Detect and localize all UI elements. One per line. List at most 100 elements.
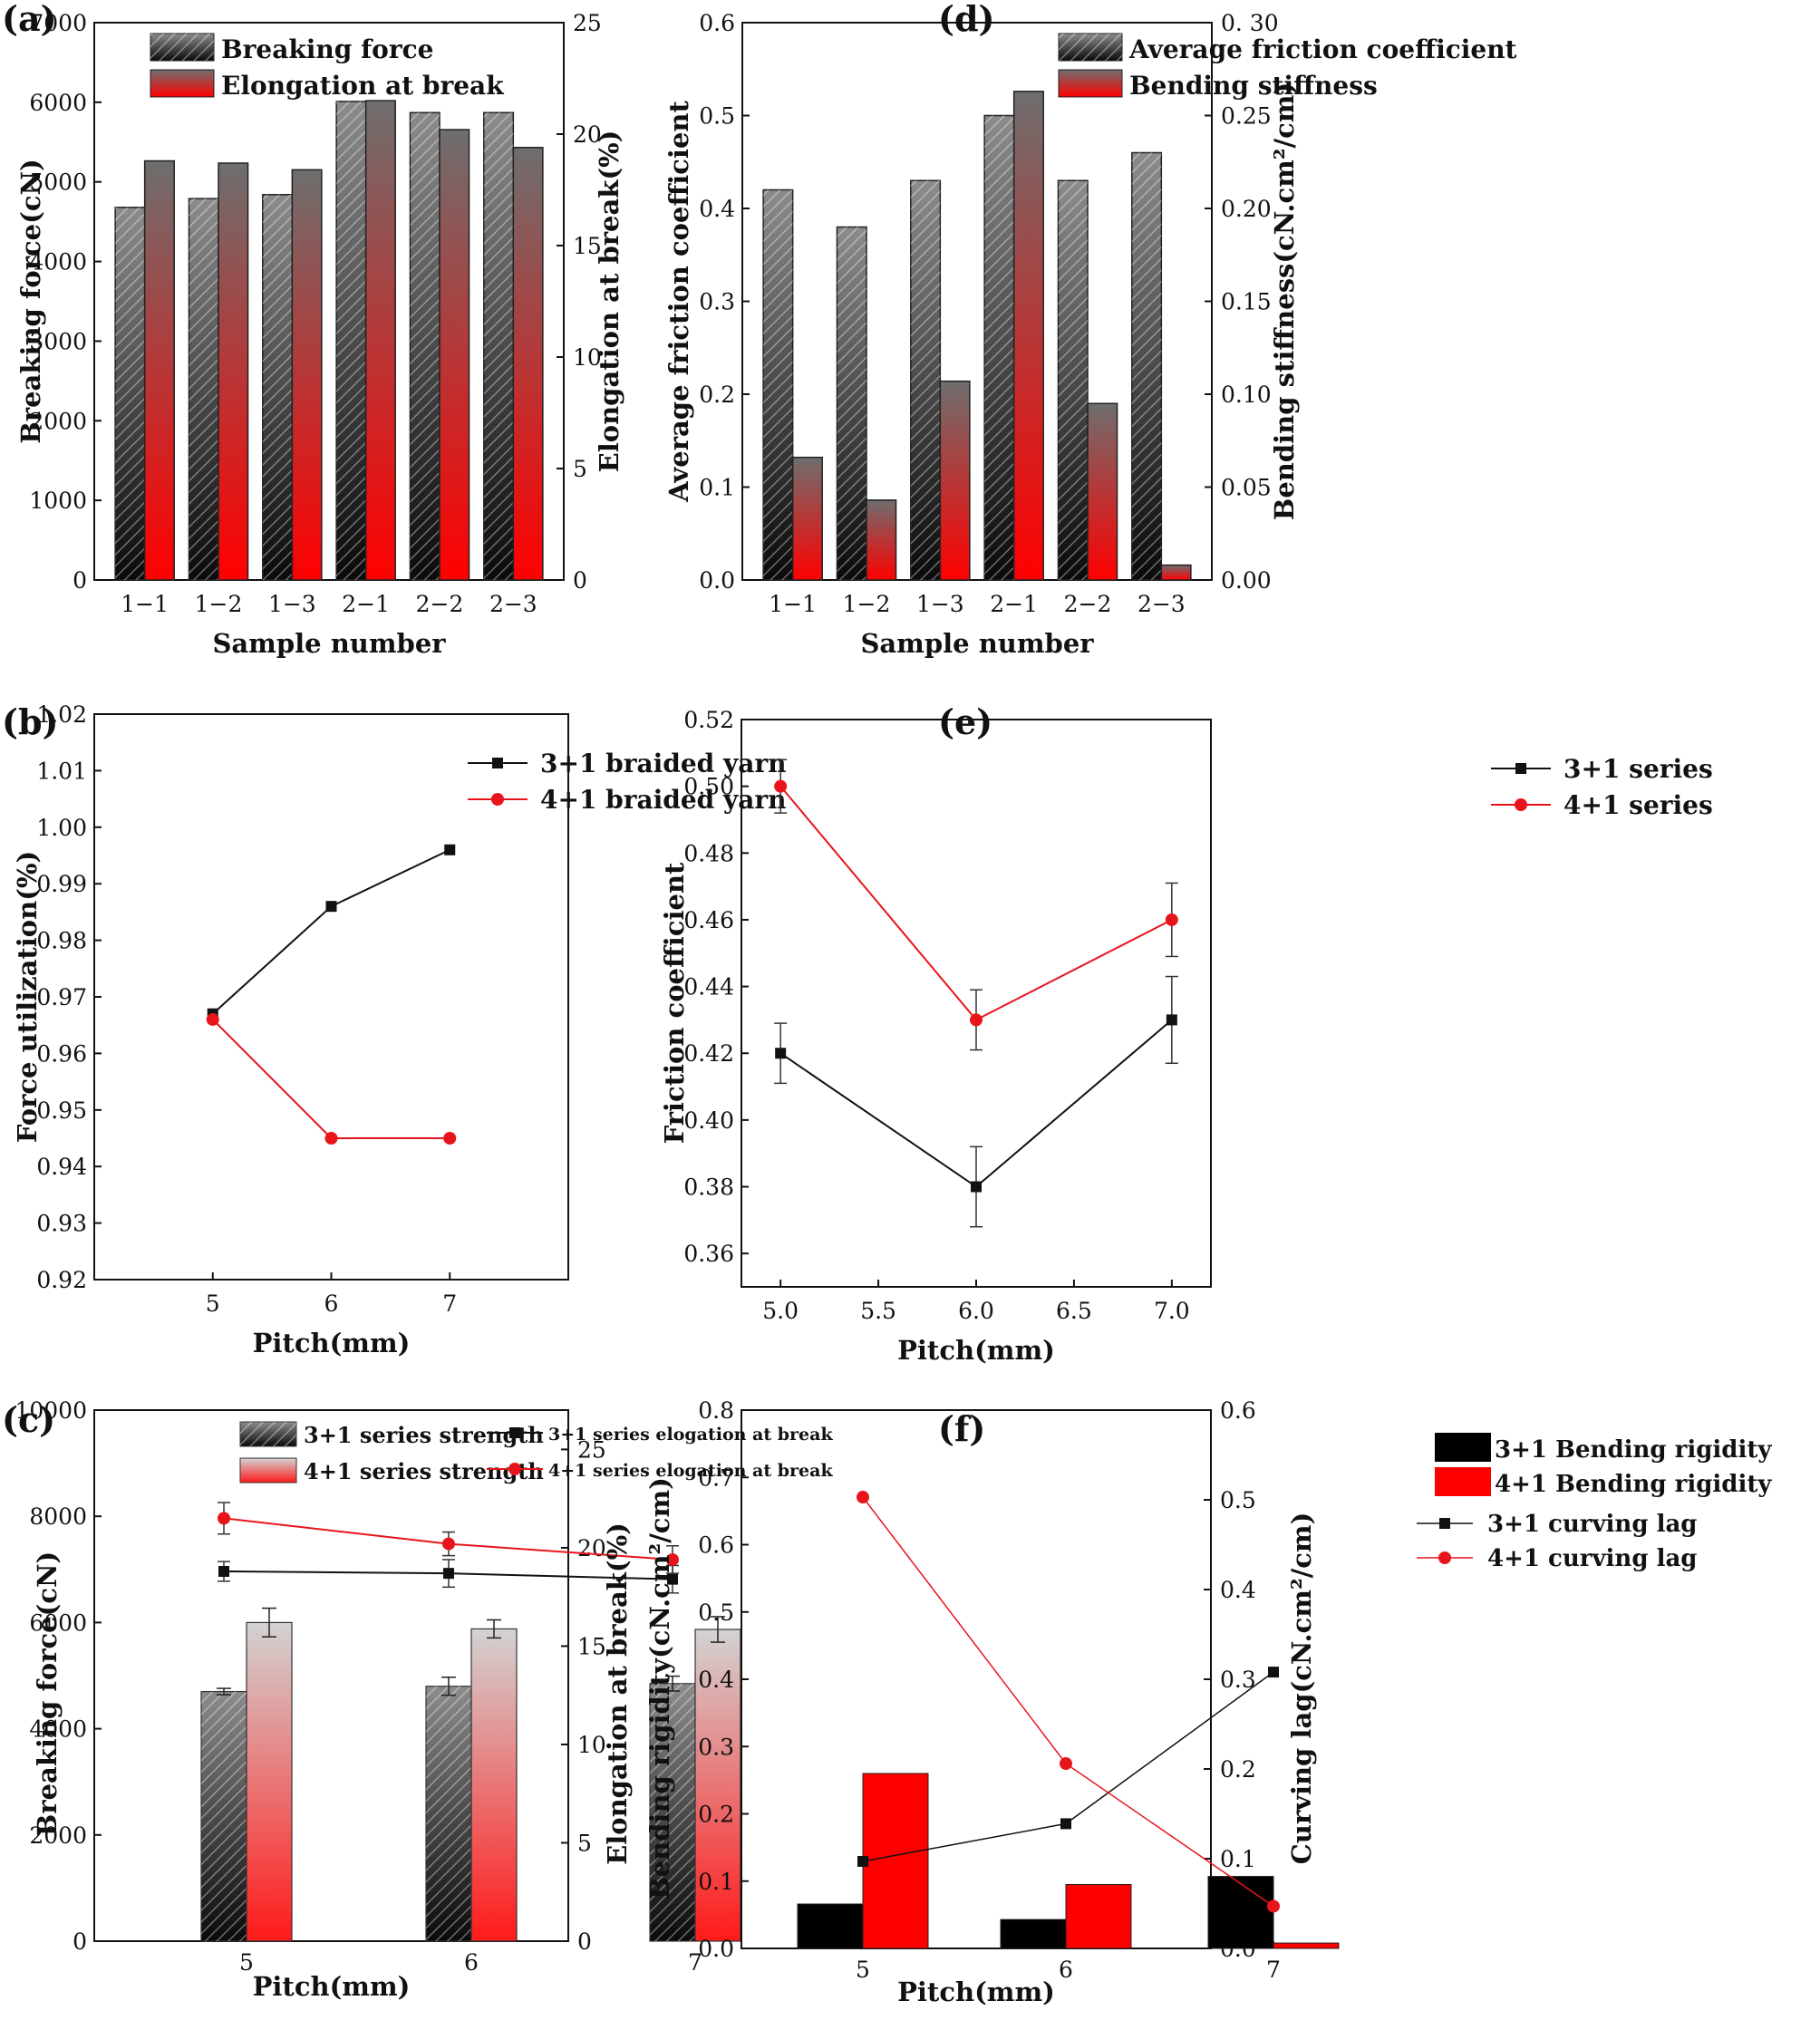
- legend-label: 4+1 Bending rigidity: [1495, 1471, 1772, 1498]
- panel-d-xtick-label: 1−1: [769, 591, 817, 617]
- panel-d-ytick-label: 0.0: [699, 567, 735, 594]
- legend-label: 4+1 braided yarn: [540, 785, 787, 815]
- legend-label: 4+1 series strength: [304, 1458, 544, 1484]
- panel-f-ytick-label: 0.7: [698, 1464, 734, 1491]
- data-point-b-s1: [325, 901, 337, 913]
- panel-d-xtick-label: 2−2: [1064, 591, 1112, 617]
- legend-label: 4+1 curving lag: [1487, 1545, 1697, 1572]
- data-point-c-s1: [218, 1565, 229, 1577]
- legend-label: 3+1 Bending rigidity: [1495, 1436, 1772, 1464]
- panel-d-ytick-label: 0.5: [699, 103, 735, 130]
- panel-a-xtick-label: 1−1: [121, 591, 169, 617]
- panel-c-xtick-label: 5: [239, 1949, 254, 1976]
- panel-c-xtick-label: 7: [688, 1949, 702, 1976]
- data-point-b-s1: [444, 844, 456, 855]
- bar-d-s2: [1012, 91, 1044, 581]
- legend-label: 3+1 braided yarn: [540, 749, 787, 778]
- legend-label: 3+1 series: [1563, 754, 1713, 784]
- panel-label: (a): [2, 0, 57, 39]
- legend-label: Bending stiffness: [1129, 71, 1378, 101]
- panel-a-xtick-label: 2−3: [489, 591, 537, 617]
- panel-b-ytick-label: 0.96: [36, 1040, 87, 1067]
- panel-b-ytick-label: 0.94: [36, 1154, 87, 1180]
- panel-e-xtick-label: 5.5: [860, 1298, 896, 1324]
- panel-a-xtick-label: 2−1: [342, 591, 390, 617]
- bar-a-s1-hatch: [115, 207, 145, 581]
- panel-f-ylabel: Bending rigidity(cN.cm²/cm): [644, 1477, 675, 1899]
- bar-f-s1: [1207, 1876, 1274, 1949]
- panel-b-ytick-label: 0.97: [36, 984, 87, 1010]
- panel-d-xtick-label: 2−1: [990, 591, 1038, 617]
- panel-c-y2tick-label: 0: [577, 1928, 592, 1955]
- bar-c-s2: [470, 1628, 518, 1942]
- panel-b-ylabel: Force utilization(%): [12, 851, 43, 1143]
- panel-d-xlabel: Sample number: [860, 628, 1094, 659]
- panel-label: (b): [2, 701, 59, 742]
- panel-c-y2label: Elongation at break(%): [602, 1522, 633, 1865]
- panel-b-ytick-label: 1.02: [36, 701, 87, 728]
- bar-a-s1-hatch: [336, 101, 366, 580]
- panel-a-y2tick-label: 20: [573, 121, 602, 148]
- legend-label: 4+1 series elogation at break: [548, 1461, 833, 1481]
- panel-c-ytick-label: 0: [73, 1928, 87, 1955]
- bar-c-s1-hatch: [426, 1686, 471, 1941]
- bar-d-s1-hatch: [763, 189, 793, 580]
- bar-a-s2: [439, 129, 470, 581]
- panel-f-y2label: Curving lag(cN.cm²/cm): [1286, 1513, 1317, 1865]
- series-line-b-1: [212, 848, 450, 1015]
- legend-label: 3+1 series strength: [304, 1422, 544, 1448]
- panel-c-y2tick-label: 10: [577, 1732, 606, 1758]
- bar-a-s1-hatch: [189, 198, 218, 580]
- panel-c-y2tick-label: 5: [577, 1830, 592, 1856]
- data-point-b-s2: [324, 1132, 338, 1145]
- panel-f-y2tick-label: 0.6: [1220, 1397, 1256, 1424]
- panel-c-ytick-label: 4000: [29, 1716, 87, 1743]
- panel-b-xtick-label: 5: [206, 1290, 220, 1317]
- panel-c-ytick-label: 6000: [29, 1609, 87, 1636]
- data-point-c-s1: [443, 1568, 454, 1580]
- bar-a-s1-hatch: [483, 112, 514, 581]
- panel-b-ytick-label: 0.98: [36, 928, 87, 954]
- panel-f: (f)0.00.10.20.30.40.50.60.70.80.00.10.20…: [644, 1397, 1772, 2007]
- panel-e-xtick-label: 5.0: [762, 1298, 799, 1324]
- data-point-f-s1: [857, 1855, 868, 1867]
- legend-label: Breaking force: [221, 34, 433, 64]
- panel-e-ytick-label: 0.50: [683, 774, 734, 800]
- panel-a-ytick-label: 3000: [29, 328, 87, 354]
- panel-b-ytick-label: 0.99: [36, 871, 87, 897]
- panel-e-ytick-label: 0.52: [683, 707, 734, 733]
- panel-f-ytick-label: 0.6: [698, 1532, 734, 1559]
- panel-e-xtick-label: 6.5: [1056, 1298, 1092, 1324]
- panel-f-xtick-label: 7: [1266, 1957, 1281, 1983]
- panel-f-xtick-label: 5: [856, 1957, 870, 1983]
- panel-d-y2label: Bending stiffness(cN.cm²/cm): [1269, 82, 1300, 520]
- panel-a-y2label: Elongation at break(%): [594, 130, 624, 473]
- bar-d-s1-hatch: [837, 227, 866, 580]
- panel-f-y2tick-label: 0.2: [1220, 1756, 1256, 1783]
- panel-d-ytick-label: 0.1: [699, 475, 735, 501]
- panel-f-xlabel: Pitch(mm): [897, 1977, 1055, 2007]
- panel-a-xlabel: Sample number: [212, 628, 446, 659]
- panel-d-ytick-label: 0.6: [699, 10, 735, 36]
- panel-a: (a) 0 1000 2000 3000 4000 5000 6000 7000 0 5 10 15 20…: [2, 0, 624, 659]
- panel-d-ylabel: Average friction coefficient: [663, 101, 694, 503]
- bar-c-s1-hatch: [201, 1691, 247, 1941]
- bar-d-s2: [791, 456, 823, 581]
- panel-label: (d): [938, 0, 995, 39]
- data-point-c-s2: [442, 1537, 455, 1551]
- legend-marker: [491, 793, 504, 806]
- bar-a-s2: [143, 159, 175, 581]
- bar-d-s2: [939, 380, 971, 581]
- panel-d-y2tick-label: 0.15: [1221, 289, 1272, 315]
- panel-label: (f): [938, 1408, 985, 1449]
- panel-f-plot-frame: [741, 1409, 1212, 1949]
- panel-d-y2tick-label: 0.10: [1221, 382, 1272, 408]
- panel-d-ytick-label: 0.4: [699, 196, 735, 222]
- panel-f-ytick-label: 0.1: [698, 1869, 734, 1895]
- legend-marker: [1439, 1518, 1450, 1529]
- panel-d-ytick-label: 0.2: [699, 382, 735, 408]
- panel-b-ytick-label: 0.93: [36, 1211, 87, 1237]
- panel-a-y2tick-label: 15: [573, 233, 602, 259]
- data-point-e-s2: [970, 1013, 983, 1027]
- panel-a-plot-frame: [93, 22, 565, 581]
